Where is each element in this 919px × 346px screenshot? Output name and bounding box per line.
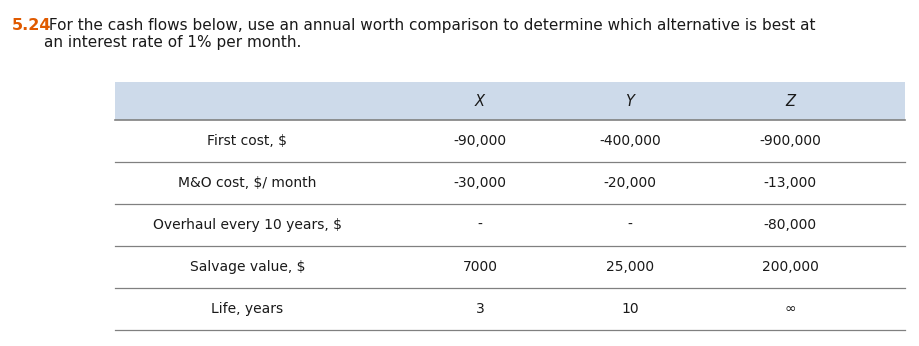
Text: 7000: 7000 (462, 260, 497, 274)
Text: 5.24: 5.24 (12, 18, 51, 33)
Text: -80,000: -80,000 (763, 218, 816, 232)
Text: -: - (627, 218, 631, 232)
Text: 25,000: 25,000 (606, 260, 653, 274)
Text: Y: Y (625, 93, 634, 109)
Text: -20,000: -20,000 (603, 176, 656, 190)
Text: Overhaul every 10 years, $: Overhaul every 10 years, $ (153, 218, 342, 232)
Text: First cost, $: First cost, $ (208, 134, 288, 148)
Text: M&O cost, $/ month: M&O cost, $/ month (178, 176, 316, 190)
Text: 10: 10 (620, 302, 638, 316)
Text: X: X (474, 93, 484, 109)
Text: -900,000: -900,000 (758, 134, 820, 148)
Text: Salvage value, $: Salvage value, $ (189, 260, 305, 274)
Text: -: - (477, 218, 482, 232)
Text: -13,000: -13,000 (763, 176, 816, 190)
Text: ∞: ∞ (783, 302, 795, 316)
Text: -30,000: -30,000 (453, 176, 506, 190)
Text: For the cash flows below, use an annual worth comparison to determine which alte: For the cash flows below, use an annual … (44, 18, 814, 51)
Text: -400,000: -400,000 (598, 134, 660, 148)
Text: 3: 3 (475, 302, 483, 316)
Text: Z: Z (784, 93, 794, 109)
Text: Life, years: Life, years (211, 302, 283, 316)
Text: -90,000: -90,000 (453, 134, 506, 148)
Text: 200,000: 200,000 (761, 260, 818, 274)
Bar (115, 82, 904, 120)
